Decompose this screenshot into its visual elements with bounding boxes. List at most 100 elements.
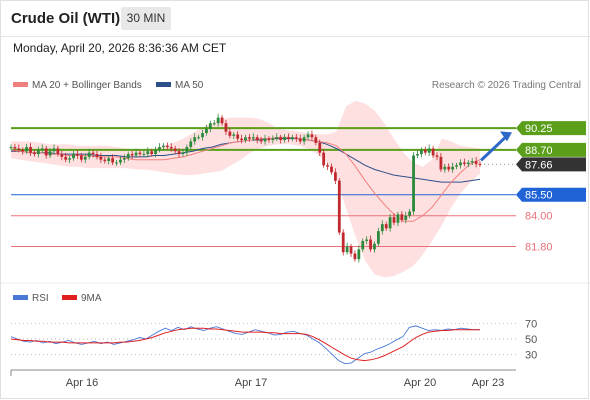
- candle: [25, 143, 29, 154]
- candle-body: [103, 159, 107, 162]
- candle: [283, 134, 286, 143]
- candle: [259, 136, 263, 144]
- candle: [52, 144, 56, 155]
- candle: [236, 131, 240, 142]
- candle-body: [87, 152, 91, 157]
- legend-ma20-swatch: [13, 81, 28, 87]
- instrument-title: Crude Oil (WTI): [11, 10, 121, 27]
- candle: [455, 162, 458, 170]
- candle: [189, 138, 193, 150]
- candle: [68, 155, 72, 164]
- candle-body: [173, 148, 177, 152]
- legend-ma9-label: 9MA: [81, 293, 102, 304]
- candle: [83, 153, 87, 164]
- candle-body: [376, 231, 380, 244]
- timeframe-badge[interactable]: 30 MIN: [121, 7, 171, 30]
- candle: [400, 211, 404, 223]
- candle-body: [111, 158, 115, 163]
- candle: [64, 152, 68, 163]
- candle-body: [40, 148, 44, 150]
- candle-body: [271, 138, 275, 141]
- candle: [208, 120, 212, 133]
- trend-arrow-shaft: [479, 134, 509, 162]
- candle-body: [326, 165, 329, 167]
- candle-body: [298, 138, 302, 142]
- candle: [177, 148, 181, 158]
- legend-ma9: 9MA: [62, 293, 102, 304]
- candle: [423, 146, 427, 156]
- candle: [17, 144, 21, 153]
- candle: [384, 221, 388, 231]
- candle-body: [17, 148, 21, 150]
- candle-body: [83, 156, 87, 160]
- candle-body: [107, 158, 111, 162]
- candle-body: [158, 147, 161, 150]
- candle-body: [33, 152, 36, 155]
- credit-text: Research © 2026 Trading Central: [431, 80, 581, 91]
- trend-arrow-head: [500, 131, 512, 142]
- candle-body: [310, 134, 314, 138]
- candle: [197, 134, 200, 140]
- candle-body: [91, 152, 95, 155]
- candle: [306, 131, 310, 140]
- candle: [345, 242, 349, 255]
- candle: [267, 136, 271, 143]
- candle-body: [150, 151, 154, 155]
- candle: [158, 143, 161, 153]
- rsi-line: [10, 325, 480, 365]
- candle-body: [412, 155, 415, 212]
- level-label-90.25: 90.25: [525, 123, 553, 135]
- candle-body: [353, 253, 357, 260]
- candle-body: [76, 154, 79, 156]
- candle-body: [126, 154, 130, 159]
- candle: [232, 131, 236, 140]
- legend-ma50: MA 50: [156, 80, 203, 91]
- candle-body: [365, 239, 369, 241]
- candle-body: [267, 138, 271, 141]
- legend-ma50-swatch: [156, 81, 171, 87]
- candle-body: [388, 217, 392, 229]
- candle-body: [205, 128, 208, 134]
- candle-body: [373, 243, 376, 250]
- bollinger-band: [11, 100, 480, 278]
- candle: [373, 241, 376, 253]
- candle-body: [228, 131, 232, 136]
- candle-body: [345, 246, 349, 253]
- candle: [470, 157, 474, 165]
- candle-body: [431, 148, 435, 156]
- candle: [380, 220, 384, 235]
- legend-ma20: MA 20 + Bollinger Bands: [13, 80, 142, 91]
- candle-body: [333, 172, 337, 181]
- candle-body: [29, 147, 32, 153]
- candle-body: [451, 166, 455, 170]
- candle: [376, 227, 380, 247]
- legend-ma9-swatch: [62, 294, 77, 300]
- candle-body: [283, 137, 286, 141]
- candle-body: [287, 137, 290, 139]
- candle-body: [130, 154, 134, 156]
- candle: [193, 133, 197, 145]
- candle: [474, 157, 478, 168]
- candle-body: [439, 156, 443, 170]
- candle-body: [146, 151, 150, 155]
- x-tick-label: Apr 23: [472, 377, 504, 389]
- candle: [56, 145, 60, 157]
- candle: [79, 152, 83, 163]
- candle: [263, 134, 267, 145]
- candle: [36, 146, 40, 158]
- x-tick-label: Apr 17: [235, 377, 267, 389]
- legend-rsi-swatch: [13, 294, 28, 300]
- candle-body: [369, 239, 372, 250]
- candle: [419, 147, 423, 158]
- candle: [212, 120, 216, 126]
- candle: [291, 134, 294, 142]
- candle-body: [99, 156, 103, 160]
- candle-body: [232, 134, 236, 136]
- candle: [392, 213, 396, 226]
- legend-ma50-label: MA 50: [175, 80, 204, 91]
- candle-body: [25, 147, 29, 152]
- candle: [240, 134, 243, 144]
- candle: [447, 163, 451, 172]
- candle-body: [447, 166, 451, 170]
